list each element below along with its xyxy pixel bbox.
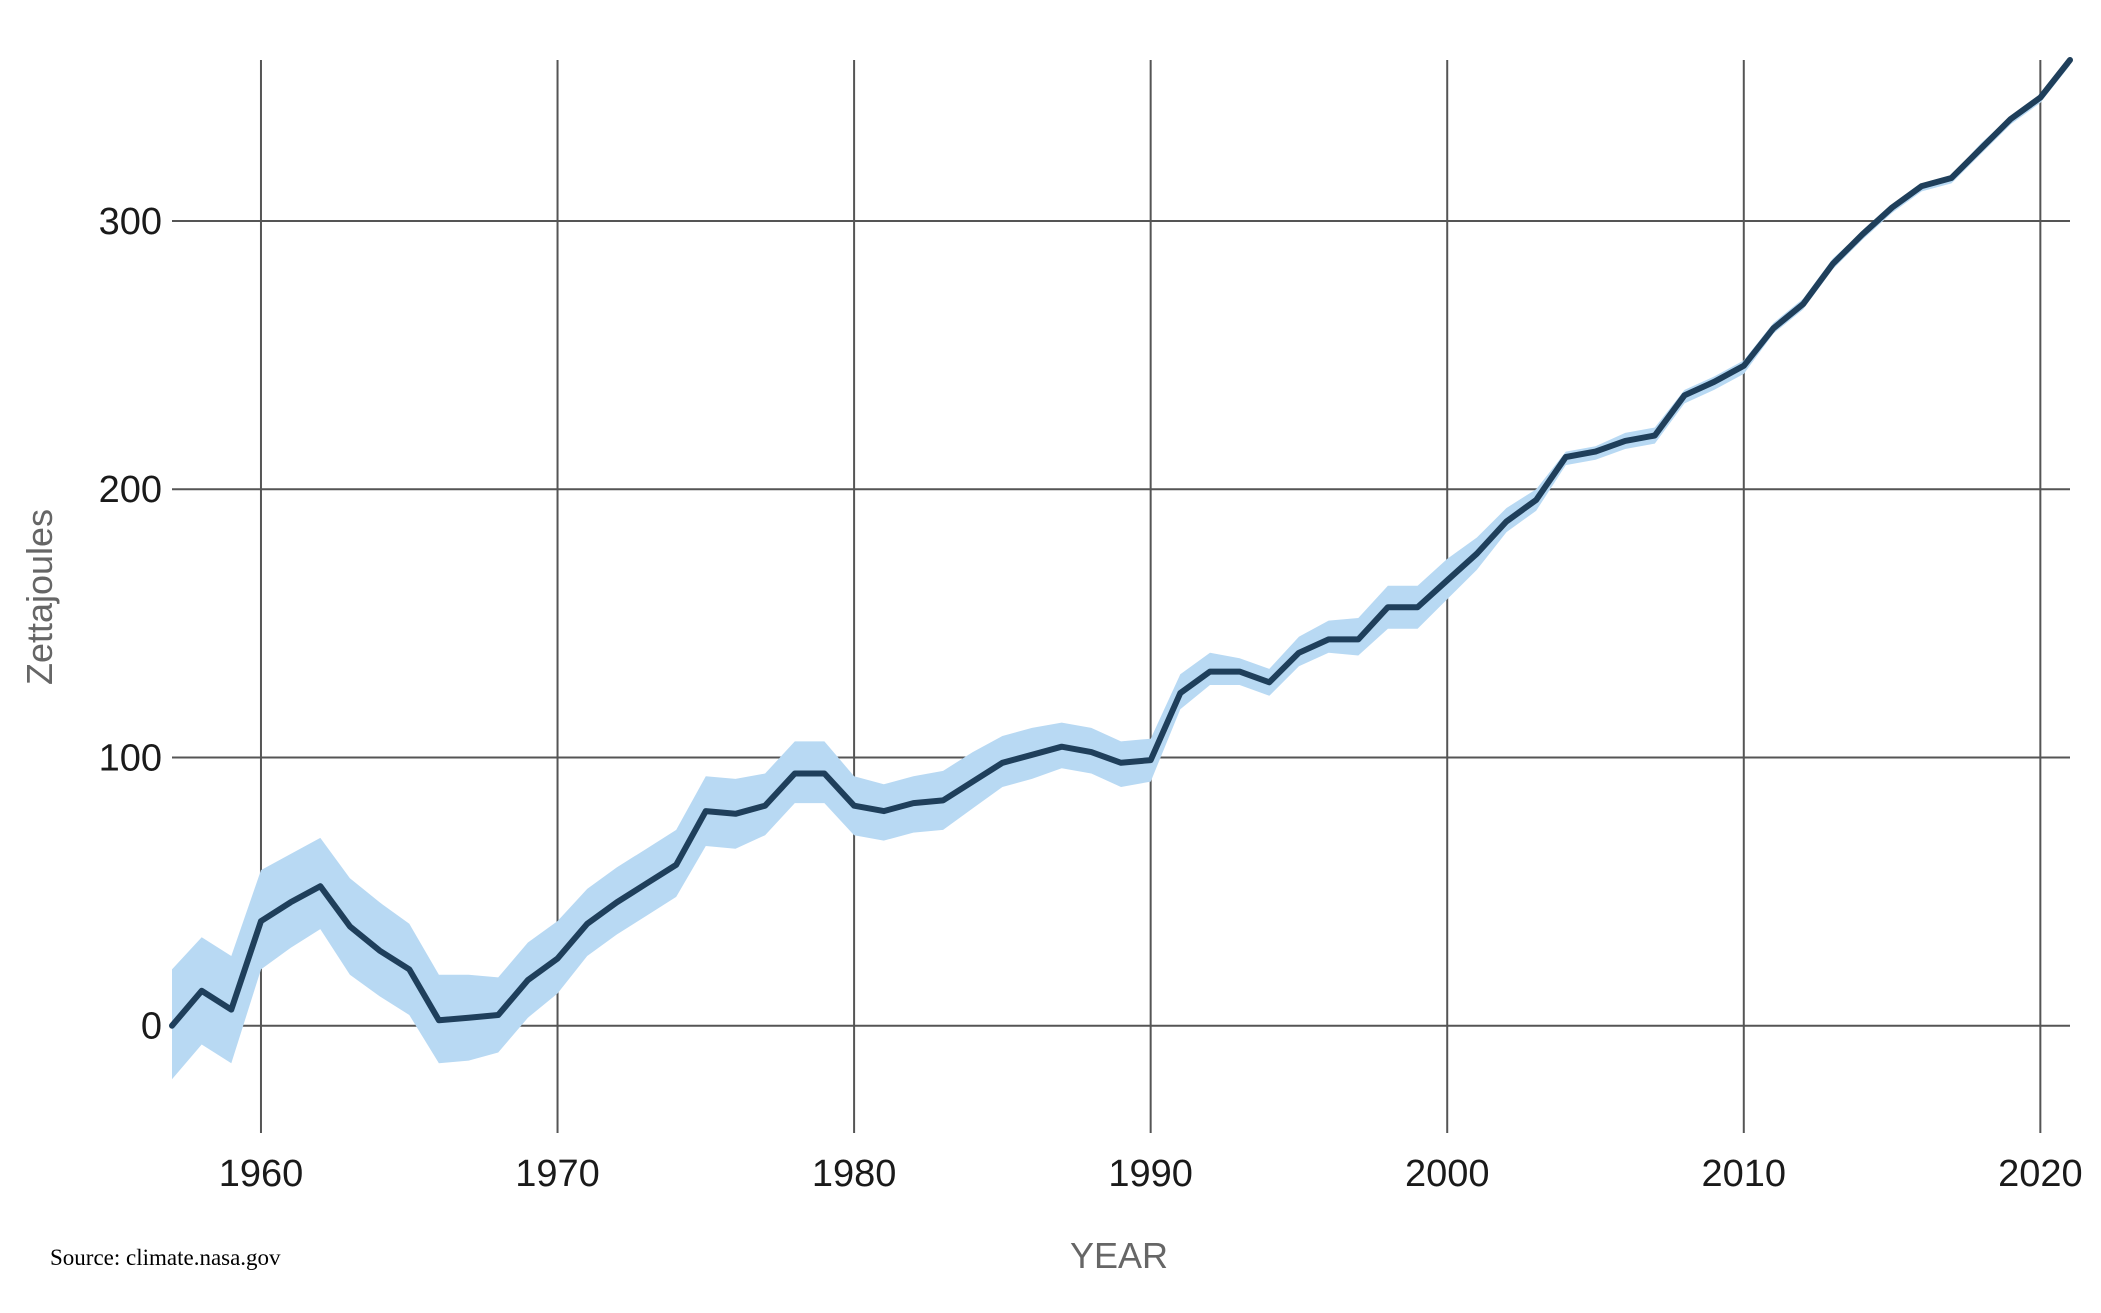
data-point-1980	[851, 803, 857, 809]
data-point-1964	[377, 948, 383, 954]
x-tick-label-2020: 2020	[1998, 1153, 2083, 1195]
series-line-layer	[169, 57, 2073, 1029]
x-tick-label-1960: 1960	[219, 1153, 304, 1195]
data-point-1989	[1118, 760, 1124, 766]
x-tick-label-2000: 2000	[1405, 1153, 1490, 1195]
data-point-1984	[970, 779, 976, 785]
data-point-2011	[1770, 325, 1776, 331]
data-point-1966	[436, 1017, 442, 1023]
source-note: Source: climate.nasa.gov	[50, 1245, 281, 1270]
data-point-2001	[1474, 551, 1480, 557]
data-point-1973	[644, 881, 650, 887]
data-point-2002	[1504, 518, 1510, 524]
data-point-2006	[1622, 438, 1628, 444]
data-point-1983	[940, 797, 946, 803]
x-tick-label-1990: 1990	[1108, 1153, 1193, 1195]
data-point-1971	[584, 921, 590, 927]
y-tick-label-300: 300	[99, 201, 162, 243]
data-point-1959	[228, 1007, 234, 1013]
data-point-2018	[1978, 146, 1984, 152]
data-point-1963	[347, 923, 353, 929]
data-point-1999	[1415, 604, 1421, 610]
data-point-1961	[288, 899, 294, 905]
data-point-1977	[762, 803, 768, 809]
x-tick-label-1980: 1980	[812, 1153, 897, 1195]
data-point-1985	[999, 760, 1005, 766]
y-tick-label-0: 0	[141, 1006, 162, 1048]
data-point-2005	[1593, 449, 1599, 455]
data-point-2008	[1682, 392, 1688, 398]
confidence-band-layer	[172, 57, 2070, 1080]
data-point-1979	[821, 771, 827, 777]
data-point-1995	[1296, 650, 1302, 656]
data-point-1969	[525, 977, 531, 983]
data-point-1978	[792, 771, 798, 777]
data-point-2013	[1830, 261, 1836, 267]
data-point-1981	[881, 808, 887, 814]
y-tick-label-100: 100	[99, 737, 162, 779]
data-point-1968	[495, 1012, 501, 1018]
data-point-1965	[406, 966, 412, 972]
data-point-1992	[1207, 669, 1213, 675]
series-line	[169, 57, 2073, 1029]
data-point-1967	[466, 1015, 472, 1021]
data-point-1997	[1355, 636, 1361, 642]
data-point-1970	[555, 956, 561, 962]
y-axis-title: Zettajoules	[19, 509, 60, 685]
data-point-1976	[733, 811, 739, 817]
data-point-1996	[1326, 636, 1332, 642]
data-point-1958	[199, 988, 205, 994]
data-point-2010	[1741, 363, 1747, 369]
data-point-2015	[1889, 205, 1895, 211]
uncertainty-band	[172, 57, 2070, 1080]
data-point-2020	[2037, 95, 2043, 101]
data-point-1990	[1148, 757, 1154, 763]
data-point-2012	[1800, 301, 1806, 307]
data-point-2004	[1563, 454, 1569, 460]
data-point-1993	[1237, 669, 1243, 675]
data-point-2000	[1444, 577, 1450, 583]
tick-labels: 1960 1970 1980 1990 2000 2010 2020 0 100 200 300	[99, 201, 2083, 1195]
data-point-2009	[1711, 379, 1717, 385]
data-point-1987	[1059, 744, 1065, 750]
grid	[172, 60, 2070, 1133]
data-point-1988	[1088, 749, 1094, 755]
data-point-2014	[1859, 231, 1865, 237]
data-point-2017	[1948, 175, 1954, 181]
data-point-2019	[2008, 116, 2014, 122]
data-point-1982	[910, 800, 916, 806]
data-point-1994	[1266, 679, 1272, 685]
data-point-1986	[1029, 752, 1035, 758]
data-point-1957	[169, 1023, 175, 1029]
data-point-2003	[1533, 497, 1539, 503]
data-point-1960	[258, 918, 264, 924]
x-axis-title: YEAR	[1070, 1235, 1168, 1276]
data-point-1962	[317, 883, 323, 889]
data-point-1972	[614, 899, 620, 905]
data-point-1991	[1177, 690, 1183, 696]
x-tick-label-1970: 1970	[515, 1153, 600, 1195]
data-point-1974	[673, 862, 679, 868]
data-point-2016	[1919, 183, 1925, 189]
y-tick-label-200: 200	[99, 469, 162, 511]
data-point-1998	[1385, 604, 1391, 610]
x-tick-label-2010: 2010	[1702, 1153, 1787, 1195]
data-point-1975	[703, 808, 709, 814]
data-point-2007	[1652, 433, 1658, 439]
data-point-2021	[2067, 57, 2073, 63]
